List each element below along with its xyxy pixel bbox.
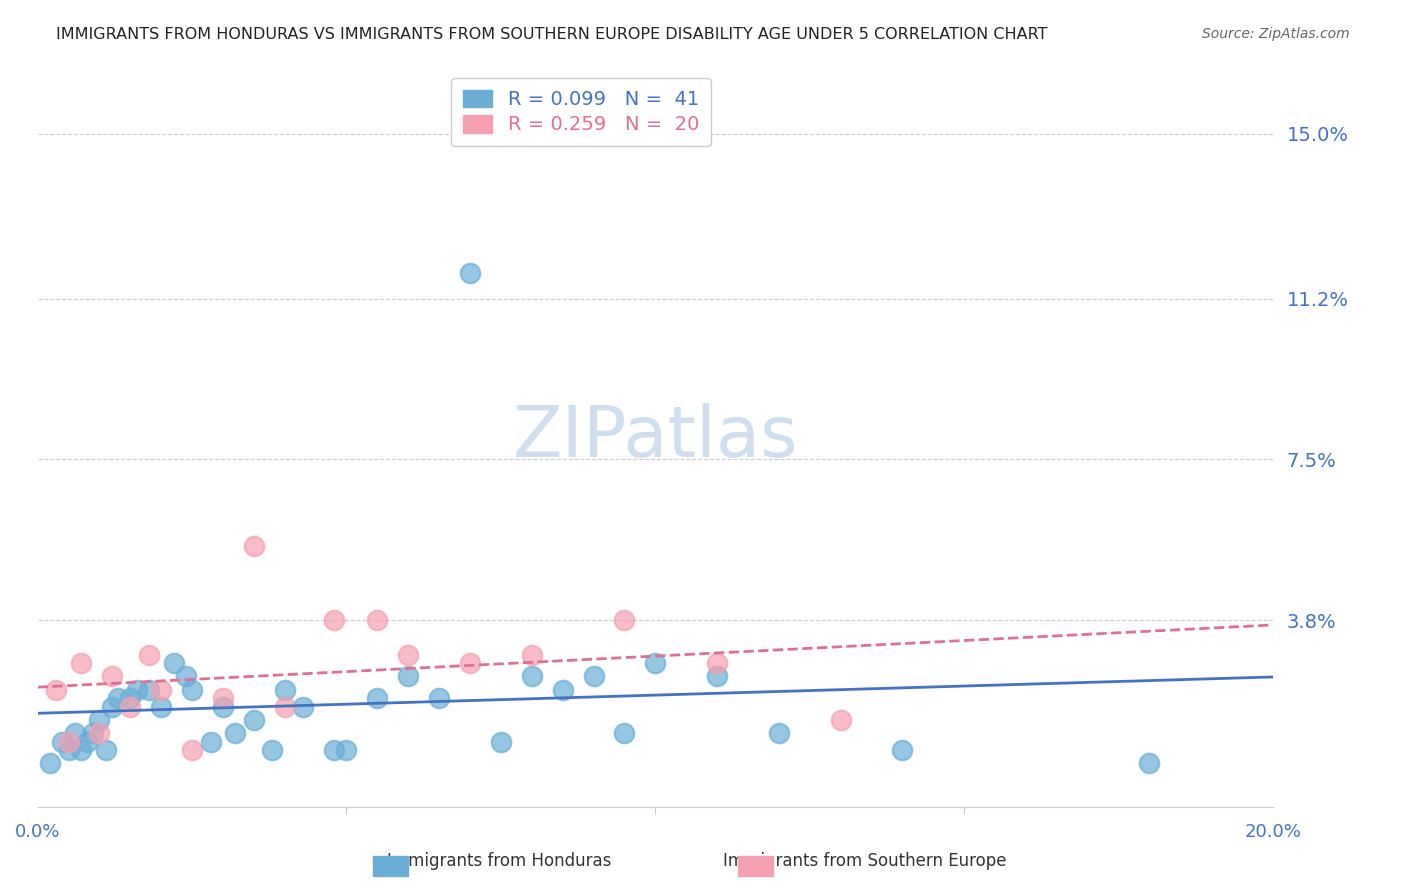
Point: [89, 713, 111, 727]
Point: [706, 669, 728, 683]
Point: [200, 734, 222, 748]
Point: [94, 743, 117, 757]
Point: [150, 682, 173, 697]
Point: [150, 699, 173, 714]
Point: [76, 734, 98, 748]
Point: [366, 691, 388, 706]
Point: [243, 713, 266, 727]
Text: ZIPatlas: ZIPatlas: [513, 403, 799, 472]
Text: Immigrants from Honduras: Immigrants from Honduras: [387, 852, 612, 870]
Point: [427, 691, 450, 706]
Point: [1139, 756, 1161, 771]
Point: [70, 743, 93, 757]
Point: [224, 726, 246, 740]
Point: [830, 713, 852, 727]
Point: [551, 682, 574, 697]
Point: [243, 539, 266, 553]
Point: [89, 726, 111, 740]
Point: [82, 726, 104, 740]
Point: [51, 734, 73, 748]
Text: Immigrants from Southern Europe: Immigrants from Southern Europe: [723, 852, 1007, 870]
Point: [262, 743, 284, 757]
Point: [39, 756, 62, 771]
Point: [212, 699, 235, 714]
Text: IMMIGRANTS FROM HONDURAS VS IMMIGRANTS FROM SOUTHERN EUROPE DISABILITY AGE UNDER: IMMIGRANTS FROM HONDURAS VS IMMIGRANTS F…: [56, 27, 1047, 42]
Point: [644, 657, 666, 671]
Point: [396, 669, 419, 683]
Point: [768, 726, 790, 740]
Text: Source: ZipAtlas.com: Source: ZipAtlas.com: [1202, 27, 1350, 41]
Point: [582, 669, 605, 683]
Point: [45, 682, 67, 697]
Point: [489, 734, 512, 748]
Point: [396, 648, 419, 662]
Point: [58, 743, 80, 757]
Point: [58, 734, 80, 748]
Point: [174, 669, 197, 683]
Point: [138, 682, 160, 697]
Point: [335, 743, 357, 757]
Point: [323, 613, 346, 627]
Point: [520, 669, 543, 683]
Point: [274, 699, 297, 714]
Text: 0.0%: 0.0%: [15, 823, 60, 841]
Point: [613, 726, 636, 740]
Point: [212, 691, 235, 706]
Point: [120, 699, 142, 714]
Point: [706, 657, 728, 671]
Point: [120, 691, 142, 706]
Point: [323, 743, 346, 757]
Point: [63, 726, 86, 740]
Point: [70, 657, 93, 671]
Text: 20.0%: 20.0%: [1244, 823, 1302, 841]
Point: [107, 691, 129, 706]
Point: [181, 682, 204, 697]
Point: [891, 743, 914, 757]
Point: [274, 682, 297, 697]
Point: [366, 613, 388, 627]
Legend: R = 0.099   N =  41, R = 0.259   N =  20: R = 0.099 N = 41, R = 0.259 N = 20: [451, 78, 711, 146]
Point: [181, 743, 204, 757]
Point: [613, 613, 636, 627]
Point: [458, 266, 481, 280]
Point: [125, 682, 148, 697]
Point: [138, 648, 160, 662]
Point: [520, 648, 543, 662]
Point: [292, 699, 315, 714]
Point: [458, 657, 481, 671]
Point: [101, 699, 124, 714]
Point: [162, 657, 184, 671]
Point: [101, 669, 124, 683]
